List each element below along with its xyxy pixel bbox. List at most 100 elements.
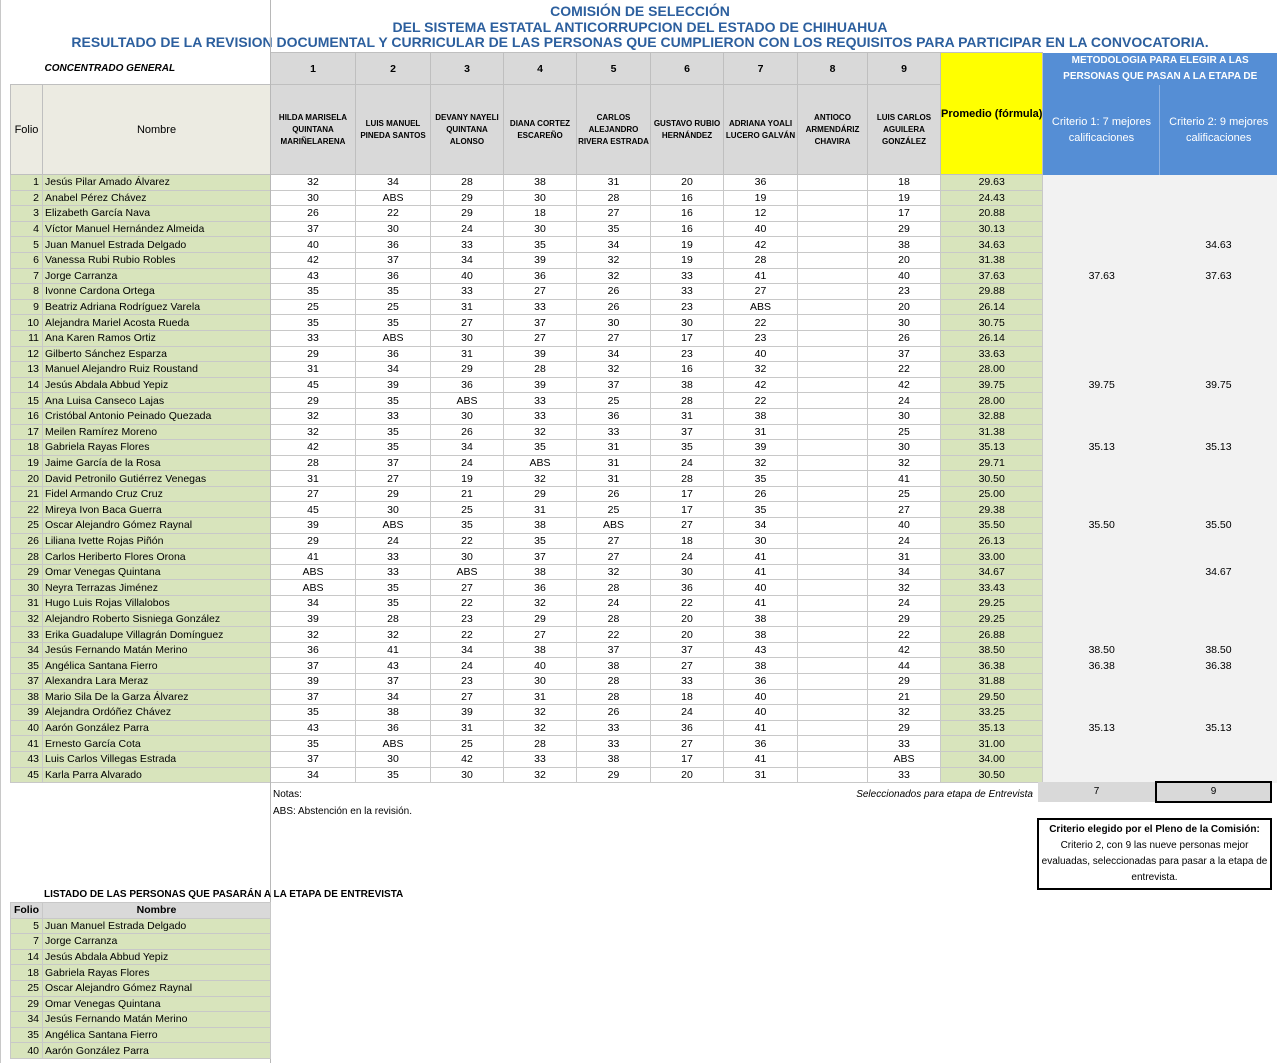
score-cell[interactable]: 38 (576, 750, 651, 768)
criterio1-cell[interactable] (1042, 455, 1160, 471)
score-cell[interactable]: 18 (503, 205, 577, 222)
folio-cell[interactable]: 13 (10, 361, 43, 378)
score-cell[interactable]: 31 (503, 688, 577, 706)
score-cell[interactable] (797, 657, 868, 674)
name-cell[interactable]: Mireya Ivon Baca Guerra (42, 501, 271, 519)
score-cell[interactable]: 30 (355, 750, 431, 768)
score-cell[interactable]: 40 (430, 267, 504, 285)
criterio1-cell[interactable] (1042, 735, 1160, 752)
name-cell[interactable]: Beatriz Adriana Rodríguez Varela (42, 298, 271, 316)
promedio-cell[interactable]: 35.13 (939, 719, 1044, 737)
score-cell[interactable] (797, 470, 868, 487)
score-cell[interactable]: 21 (867, 688, 941, 706)
folio-cell[interactable]: 14 (10, 376, 43, 394)
score-cell[interactable]: 32 (503, 423, 577, 441)
score-cell[interactable]: 29 (355, 485, 431, 503)
criterio1-cell[interactable] (1042, 564, 1160, 580)
score-cell[interactable]: 33 (503, 407, 577, 425)
score-cell[interactable]: 42 (867, 376, 941, 394)
score-cell[interactable]: 25 (430, 501, 504, 519)
criterio1-cell[interactable]: 38.50 (1042, 642, 1160, 658)
score-cell[interactable]: 35 (355, 423, 431, 441)
promedio-cell[interactable]: 30.50 (939, 766, 1044, 784)
score-cell[interactable] (797, 329, 868, 347)
score-cell[interactable]: 32 (576, 361, 651, 378)
name-cell[interactable]: David Petronilo Gutiérrez Venegas (42, 470, 271, 487)
folio-cell[interactable]: 37 (10, 673, 43, 690)
score-cell[interactable]: 39 (503, 376, 577, 394)
score-cell[interactable]: 41 (867, 470, 941, 487)
listing-folio-cell[interactable]: 29 (10, 995, 43, 1013)
score-cell[interactable]: 27 (650, 657, 724, 674)
score-cell[interactable]: ABS (270, 579, 356, 597)
name-cell[interactable]: Ivonne Cardona Ortega (42, 283, 271, 300)
score-cell[interactable]: 33 (650, 267, 724, 285)
score-cell[interactable]: 36 (723, 673, 798, 690)
name-cell[interactable]: Ana Luisa Canseco Lajas (42, 392, 271, 409)
score-cell[interactable]: 35 (576, 220, 651, 238)
score-cell[interactable]: 18 (650, 532, 724, 550)
name-cell[interactable]: Meilen Ramírez Moreno (42, 423, 271, 441)
score-cell[interactable]: 38 (723, 626, 798, 643)
promedio-cell[interactable]: 29.88 (939, 283, 1044, 300)
score-cell[interactable]: 30 (867, 407, 941, 425)
score-cell[interactable]: 35 (270, 283, 356, 300)
score-cell[interactable]: 31 (270, 361, 356, 378)
score-cell[interactable] (797, 641, 868, 659)
promedio-cell[interactable]: 26.14 (939, 329, 1044, 347)
evaluator-name[interactable]: DEVANY NAYELI QUINTANA ALONSO (430, 84, 504, 175)
score-cell[interactable]: 23 (650, 298, 724, 316)
name-cell[interactable]: Elizabeth García Nava (42, 205, 271, 222)
promedio-cell[interactable]: 20.88 (939, 205, 1044, 222)
criterio2-cell[interactable] (1159, 673, 1277, 690)
score-cell[interactable]: 27 (723, 283, 798, 300)
score-cell[interactable]: 25 (430, 735, 504, 752)
score-cell[interactable]: 36 (503, 267, 577, 285)
score-cell[interactable]: 42 (867, 641, 941, 659)
name-cell[interactable]: Alexandra Lara Meraz (42, 673, 271, 690)
score-cell[interactable]: 39 (270, 517, 356, 534)
score-cell[interactable]: 31 (270, 470, 356, 487)
score-cell[interactable] (797, 766, 868, 784)
score-cell[interactable]: 40 (723, 220, 798, 238)
score-cell[interactable]: 32 (270, 407, 356, 425)
criterio2-cell[interactable]: 39.75 (1159, 377, 1277, 393)
score-cell[interactable]: 37 (503, 548, 577, 565)
score-cell[interactable]: 30 (867, 314, 941, 331)
score-cell[interactable]: 37 (867, 345, 941, 363)
promedio-cell[interactable]: 30.13 (939, 220, 1044, 238)
criterio2-cell[interactable] (1159, 470, 1277, 487)
criterio2-cell[interactable] (1159, 314, 1277, 331)
score-cell[interactable]: 27 (430, 314, 504, 331)
score-cell[interactable] (797, 626, 868, 643)
score-cell[interactable]: 35 (503, 532, 577, 550)
folio-cell[interactable]: 32 (10, 610, 43, 628)
score-cell[interactable]: 29 (430, 189, 504, 207)
criterio2-cell[interactable] (1159, 346, 1277, 362)
promedio-cell[interactable]: 24.43 (939, 189, 1044, 207)
folio-cell[interactable]: 1 (10, 174, 43, 191)
promedio-cell[interactable]: 31.88 (939, 673, 1044, 690)
folio-cell[interactable]: 22 (10, 501, 43, 519)
score-cell[interactable] (797, 220, 868, 238)
score-cell[interactable]: 32 (723, 454, 798, 472)
criterio1-cell[interactable] (1042, 751, 1160, 768)
folio-cell[interactable]: 38 (10, 688, 43, 706)
score-cell[interactable]: 34 (723, 517, 798, 534)
criterio2-cell[interactable] (1159, 205, 1277, 222)
score-cell[interactable]: 32 (576, 267, 651, 285)
score-cell[interactable]: 33 (503, 298, 577, 316)
score-cell[interactable]: 27 (576, 329, 651, 347)
folio-cell[interactable]: 17 (10, 423, 43, 441)
score-cell[interactable]: 22 (650, 595, 724, 612)
score-cell[interactable]: 20 (650, 610, 724, 628)
criterio2-cell[interactable]: 35.50 (1159, 517, 1277, 534)
score-cell[interactable]: 31 (576, 454, 651, 472)
score-cell[interactable]: 38 (867, 236, 941, 253)
score-cell[interactable]: 16 (650, 205, 724, 222)
name-cell[interactable]: Mario Sila De la Garza Álvarez (42, 688, 271, 706)
evaluator-number[interactable]: 9 (867, 52, 941, 85)
score-cell[interactable]: 27 (503, 626, 577, 643)
name-cell[interactable]: Karla Parra Alvarado (42, 766, 271, 784)
criterio1-cell[interactable] (1042, 174, 1160, 191)
